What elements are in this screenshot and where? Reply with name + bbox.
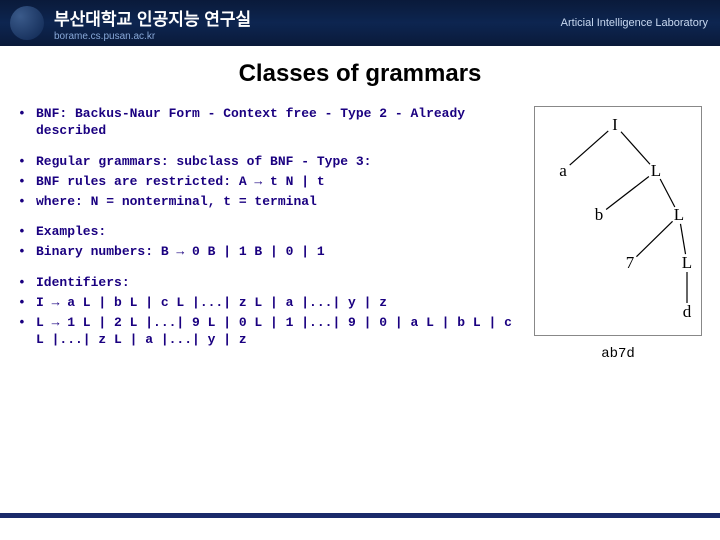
bullet-item: Binary numbers: B → 0 B | 1 B | 0 | 1 <box>18 244 526 261</box>
tree-node: b <box>595 205 604 225</box>
tree-caption: ab7d <box>534 346 702 362</box>
diagram-column: Ia Lb L 7 Ld ab7d <box>534 106 702 362</box>
tree-node: L <box>651 161 661 181</box>
bullet-item: I → a L | b L | c L |...| z L | a |...| … <box>18 295 526 312</box>
slide-header: 부산대학교 인공지능 연구실 borame.cs.pusan.ac.kr Art… <box>0 0 720 46</box>
bullet-item: where: N = nonterminal, t = terminal <box>18 194 526 211</box>
university-logo <box>10 6 44 40</box>
bullet-column: BNF: Backus-Naur Form - Context free - T… <box>18 106 534 362</box>
bullet-item: Regular grammars: subclass of BNF - Type… <box>18 154 526 171</box>
bullet-item: BNF: Backus-Naur Form - Context free - T… <box>18 106 526 140</box>
tree-node: I <box>612 115 618 135</box>
tree-node: d <box>683 302 692 322</box>
bullet-item: L → 1 L | 2 L |...| 9 L | 0 L | 1 |...| … <box>18 315 526 349</box>
bullet-item: BNF rules are restricted: A → t N | t <box>18 174 526 191</box>
tree-node: 7 <box>626 253 635 273</box>
header-right-text: Articial Intelligence Laboratory <box>561 17 708 29</box>
tree-node: L <box>674 205 684 225</box>
content-area: BNF: Backus-Naur Form - Context free - T… <box>0 106 720 362</box>
bullet-item: Identifiers: <box>18 275 526 292</box>
tree-node: L <box>682 253 692 273</box>
header-main-text: 부산대학교 인공지능 연구실 <box>54 5 251 30</box>
footer-divider-bar <box>0 513 720 518</box>
bullet-item: Examples: <box>18 224 526 241</box>
bullet-list: BNF: Backus-Naur Form - Context free - T… <box>18 106 526 349</box>
parse-tree-diagram: Ia Lb L 7 Ld <box>534 106 702 336</box>
header-text-block: 부산대학교 인공지능 연구실 borame.cs.pusan.ac.kr <box>54 5 251 42</box>
slide-title: Classes of grammars <box>0 60 720 88</box>
tree-node: a <box>559 161 567 181</box>
header-sub-text: borame.cs.pusan.ac.kr <box>54 31 251 42</box>
